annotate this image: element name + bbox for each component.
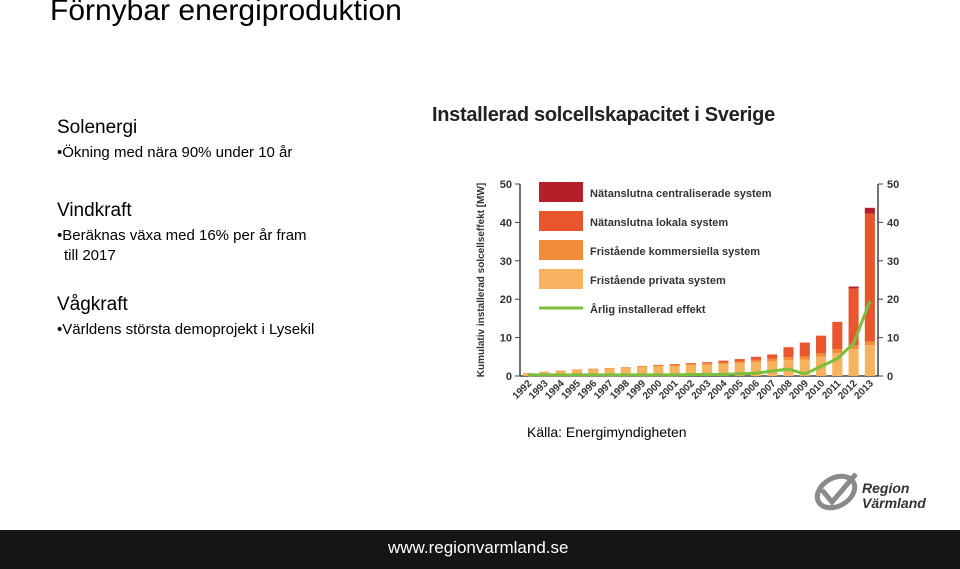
bar-segment	[669, 364, 680, 367]
bar-segment	[816, 353, 827, 357]
line-series-arlig	[528, 300, 872, 377]
bar-segment	[685, 365, 696, 376]
bar-segment	[799, 356, 810, 360]
bar-segment	[734, 359, 745, 362]
bar-segment	[734, 363, 745, 376]
bar-segment	[816, 335, 827, 354]
bar-segment	[864, 345, 875, 376]
bar-segment	[571, 369, 582, 371]
bar-segment	[702, 363, 713, 365]
y-tick-label-left: 20	[500, 294, 512, 306]
legend-swatch	[539, 182, 583, 202]
bar-segment	[799, 359, 810, 376]
legend-label: Nätanslutna lokala system	[590, 217, 728, 229]
bar-segment	[864, 213, 875, 342]
bar-segment	[523, 372, 534, 376]
bar-segment	[718, 362, 729, 365]
legend-label: Årlig installerad effekt	[590, 303, 706, 316]
bar-segment	[848, 349, 859, 376]
bar-segment	[669, 366, 680, 376]
bar-segment	[864, 341, 875, 346]
footer-url[interactable]: www.regionvarmland.se	[388, 538, 569, 557]
bar-segment	[555, 370, 566, 372]
y-tick-label-left: 0	[506, 371, 512, 383]
bar-segment	[702, 364, 713, 376]
bar-segment	[620, 367, 631, 376]
bar-segment	[637, 367, 648, 376]
bar-segment	[653, 366, 664, 376]
x-tick-label: 2013	[852, 378, 876, 402]
y-tick-label-left: 40	[500, 217, 512, 229]
bar-segment	[767, 361, 778, 376]
bullet-vagkraft: •Världens största demoprojekt i Lysekil	[57, 321, 315, 338]
section-heading-vindkraft: Vindkraft	[57, 200, 132, 221]
section-heading-vagkraft: Vågkraft	[57, 294, 128, 315]
y-tick-label-left: 50	[500, 179, 512, 191]
chart-title: Installerad solcellskapacitet i Sverige	[432, 104, 775, 126]
bar-segment	[832, 321, 843, 350]
legend-label: Fristående privata system	[590, 275, 726, 287]
source-text: Källa: Energimyndigheten	[527, 424, 687, 440]
bar-segment	[783, 357, 794, 361]
bar-segment	[718, 364, 729, 376]
y-tick-label-left: 30	[500, 256, 512, 268]
bar-segment	[685, 362, 696, 364]
bar-segment	[864, 207, 875, 214]
solar-capacity-chart: 0 0 10 10 20 20 30 30 40 40 50 50 Kumulativ installe…	[476, 179, 899, 402]
y-tick-label-left: 10	[500, 333, 512, 345]
bar-segment	[783, 347, 794, 358]
footer-bar	[0, 530, 960, 569]
bar-segment	[832, 352, 843, 376]
y-tick-label-right: 10	[887, 333, 899, 345]
y-tick-label-right: 50	[887, 179, 899, 191]
bar-segment	[620, 367, 631, 368]
bar-segment	[653, 365, 664, 367]
bar-segment	[571, 370, 582, 376]
bar-segment	[848, 288, 859, 346]
bar-segment	[848, 286, 859, 289]
bar-segment	[718, 360, 729, 363]
bar-segment	[734, 361, 745, 364]
bar-segment	[702, 362, 713, 364]
bullet-vindkraft-cont: till 2017	[64, 247, 116, 264]
bar-segment	[604, 368, 615, 376]
y-axis-label: Kumulativ installerad solcellseffekt [MW…	[476, 183, 487, 378]
bullet-vindkraft: •Beräknas växa med 16% per år fram	[57, 227, 307, 244]
bar-segment	[653, 364, 664, 366]
legend-label: Nätanslutna centraliserade system	[590, 188, 772, 200]
legend-swatch	[539, 269, 583, 289]
bar-segment	[832, 349, 843, 353]
bar-segment	[848, 345, 859, 350]
bar-segment	[750, 356, 761, 360]
bar-segment	[767, 358, 778, 362]
legend-swatch	[539, 211, 583, 231]
bar-segment	[669, 364, 680, 365]
bar-segment	[750, 359, 761, 363]
region-varmland-logo-icon	[814, 472, 858, 511]
bar-segment	[750, 362, 761, 376]
bar-segment	[637, 366, 648, 368]
legend-swatch	[539, 240, 583, 260]
legend-label: Fristående kommersiella system	[590, 246, 760, 258]
y-tick-label-right: 0	[887, 371, 893, 383]
logo-text-line-1: Region	[862, 480, 910, 496]
bar-segment	[604, 367, 615, 369]
bar-segment	[539, 371, 550, 373]
logo-text-line-2: Värmland	[862, 495, 926, 511]
section-heading-solenergi: Solenergi	[57, 117, 138, 138]
logo-text: Region Värmland	[862, 481, 926, 511]
bar-segment	[799, 342, 810, 357]
y-tick-label-right: 30	[887, 256, 899, 268]
bullet-solenergi: •Ökning med nära 90% under 10 år	[57, 144, 293, 161]
y-tick-label-right: 40	[887, 217, 899, 229]
bar-segment	[588, 368, 599, 370]
slide-title: Förnybar energiproduktion	[50, 0, 402, 27]
y-tick-label-right: 20	[887, 294, 899, 306]
bar-segment	[588, 369, 599, 376]
bar-segment	[767, 354, 778, 359]
bar-segment	[685, 363, 696, 366]
